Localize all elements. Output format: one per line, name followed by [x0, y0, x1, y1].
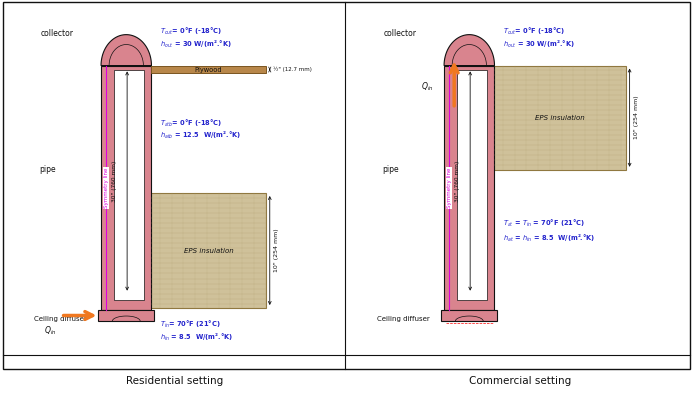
Text: pipe: pipe	[39, 165, 55, 174]
Text: $h_{in}$ = 8.5  W/(m².°K): $h_{in}$ = 8.5 W/(m².°K)	[160, 332, 233, 344]
Text: $T_{atb}$= 0°F (-18°C): $T_{atb}$= 0°F (-18°C)	[160, 118, 222, 129]
Text: $h_{out}$ = 30 W/(m².°K): $h_{out}$ = 30 W/(m².°K)	[160, 38, 231, 50]
Text: Residential setting: Residential setting	[126, 377, 223, 386]
Text: Symmetry line: Symmetry line	[103, 168, 109, 208]
Bar	[152, 67, 265, 73]
Text: $T_{out}$= 0°F (-18°C): $T_{out}$= 0°F (-18°C)	[503, 26, 565, 37]
Bar	[152, 193, 265, 308]
Text: $h_{out}$ = 30 W/(m².°K): $h_{out}$ = 30 W/(m².°K)	[503, 38, 574, 50]
Bar	[98, 310, 154, 321]
Text: 30" (760 mm): 30" (760 mm)	[455, 160, 460, 202]
Text: ½" (12.7 mm): ½" (12.7 mm)	[273, 67, 312, 72]
Text: collector: collector	[41, 29, 74, 38]
Polygon shape	[101, 35, 152, 66]
Text: Ceiling diffuser: Ceiling diffuser	[378, 316, 430, 322]
Text: Plywood: Plywood	[195, 67, 222, 73]
Bar	[495, 66, 626, 170]
Text: 10" (254 mm): 10" (254 mm)	[274, 229, 279, 272]
Polygon shape	[444, 35, 495, 66]
Text: EPS insulation: EPS insulation	[535, 115, 585, 121]
Text: Symmetry line: Symmetry line	[446, 168, 452, 208]
Text: $T_{at}$ = $T_{in}$ = 70°F (21°C): $T_{at}$ = $T_{in}$ = 70°F (21°C)	[503, 218, 585, 229]
Text: $Q_{in}$: $Q_{in}$	[421, 81, 434, 93]
Text: 10" (254 mm): 10" (254 mm)	[633, 96, 639, 140]
Text: EPS insulation: EPS insulation	[184, 248, 234, 253]
Text: collector: collector	[384, 29, 417, 38]
Bar	[441, 310, 497, 321]
Bar	[101, 66, 152, 310]
Bar	[114, 70, 143, 300]
Text: $Q_{in}$: $Q_{in}$	[44, 324, 57, 337]
Bar	[444, 66, 495, 310]
Text: $T_{in}$= 70°F (21°C): $T_{in}$= 70°F (21°C)	[160, 319, 220, 330]
Text: $T_{out}$= 0°F (-18°C): $T_{out}$= 0°F (-18°C)	[160, 26, 222, 37]
Text: $h_{atb}$ = 12.5  W/(m².°K): $h_{atb}$ = 12.5 W/(m².°K)	[160, 130, 241, 141]
Text: $h_{at}$ = $h_{in}$ = 8.5  W/(m².°K): $h_{at}$ = $h_{in}$ = 8.5 W/(m².°K)	[503, 232, 595, 244]
Bar	[457, 70, 486, 300]
Text: Commercial setting: Commercial setting	[468, 377, 571, 386]
Text: Ceiling diffuser: Ceiling diffuser	[35, 316, 87, 322]
Text: pipe: pipe	[382, 165, 398, 174]
Text: 30" (760 mm): 30" (760 mm)	[112, 160, 117, 202]
